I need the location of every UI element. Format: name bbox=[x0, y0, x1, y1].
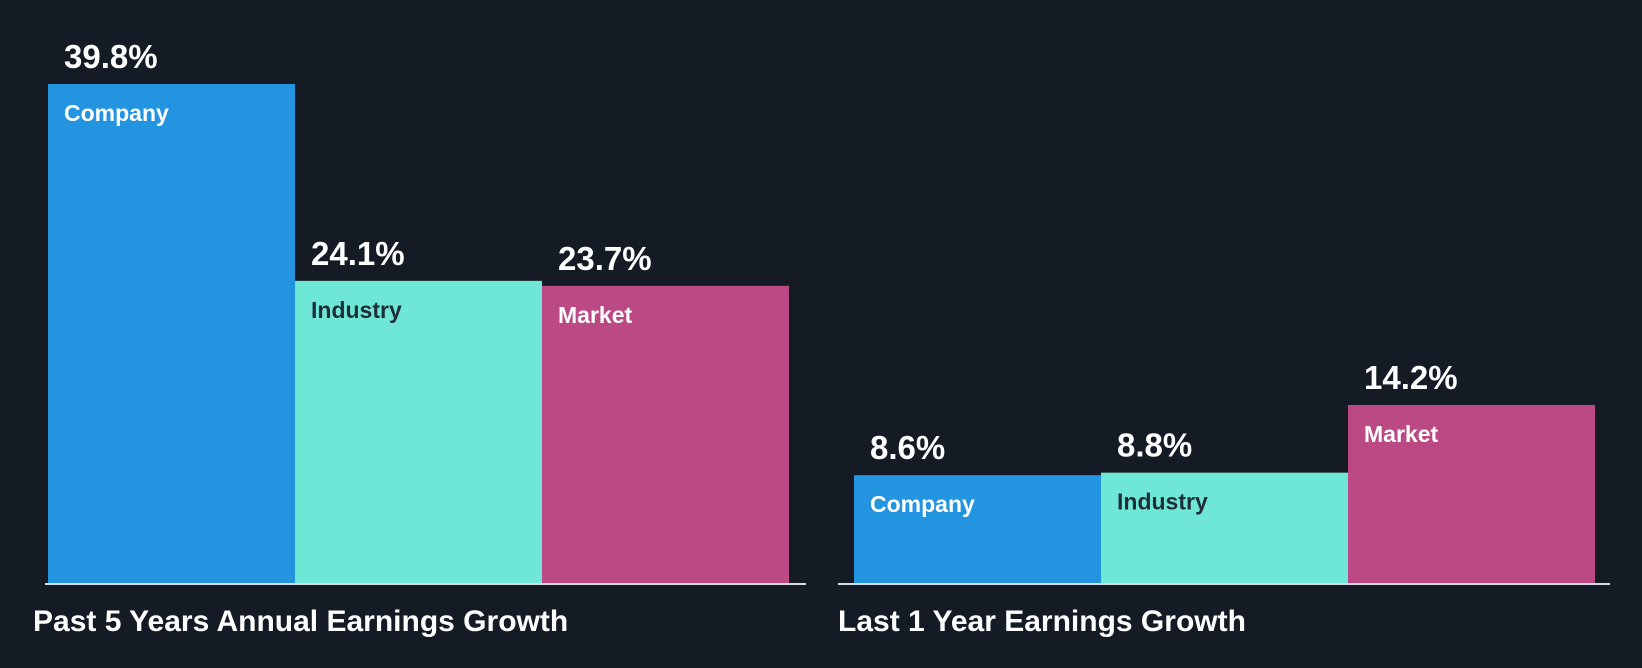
value-label-industry: 24.1% bbox=[311, 235, 405, 272]
value-label-market: 23.7% bbox=[558, 240, 652, 277]
bar-chart-1: 39.8% Company 24.1% Industry 23.7% Market bbox=[45, 38, 806, 585]
bar-company bbox=[48, 84, 295, 583]
category-label-industry: Industry bbox=[311, 297, 402, 323]
category-label-company: Company bbox=[64, 100, 169, 126]
category-label-industry: Industry bbox=[1117, 489, 1208, 515]
bar-industry bbox=[295, 280, 542, 583]
value-label-company: 39.8% bbox=[64, 38, 158, 75]
category-label-company: Company bbox=[870, 491, 975, 517]
value-label-industry: 8.8% bbox=[1117, 427, 1192, 464]
category-label-market: Market bbox=[558, 302, 632, 328]
bar-chart-2: 8.6% Company 8.8% Industry 14.2% Market bbox=[838, 359, 1610, 585]
chart-title-past-5-years: Past 5 Years Annual Earnings Growth bbox=[33, 605, 569, 638]
value-label-market: 14.2% bbox=[1364, 359, 1458, 396]
category-label-market: Market bbox=[1364, 421, 1438, 447]
value-label-company: 8.6% bbox=[870, 429, 945, 466]
bar-market bbox=[542, 285, 789, 583]
chart-title-last-1-year: Last 1 Year Earnings Growth bbox=[838, 605, 1246, 638]
bar-industry bbox=[1101, 472, 1348, 583]
bar-company bbox=[854, 475, 1101, 583]
bar-market bbox=[1348, 404, 1595, 583]
